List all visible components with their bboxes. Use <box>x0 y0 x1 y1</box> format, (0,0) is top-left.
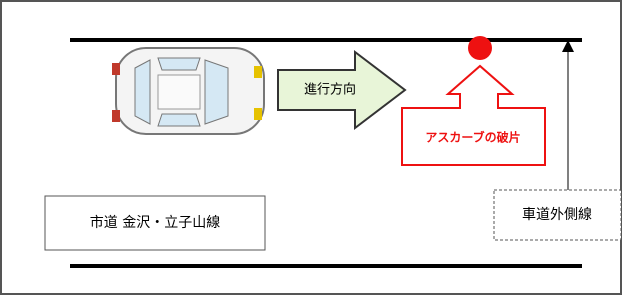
diagram: 進行方向 アスカーブの破片 車道外側線 市道 金沢・立子山線 <box>0 0 622 295</box>
direction-label: 進行方向 <box>304 82 356 98</box>
road-name-label: 市道 金沢・立子山線 <box>90 214 220 231</box>
car <box>112 48 264 134</box>
edge-line-label: 車道外側線 <box>522 206 592 223</box>
debris-dot <box>468 36 492 60</box>
debris-label: アスカーブの破片 <box>425 130 520 145</box>
